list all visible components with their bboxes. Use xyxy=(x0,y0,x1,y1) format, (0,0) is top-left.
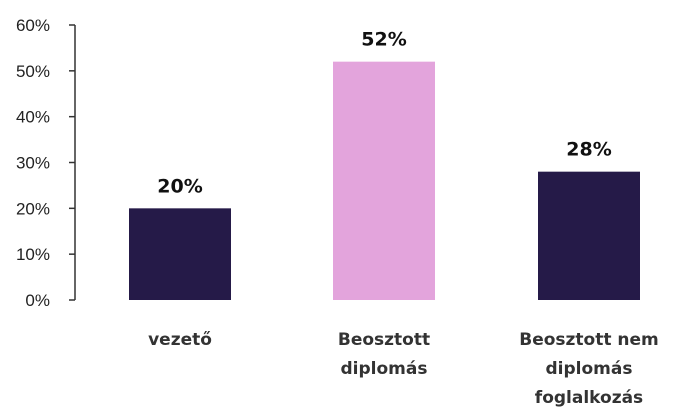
y-axis: 0% 10% 20% 30% 40% 50% 60% xyxy=(16,16,76,310)
y-tick-label: 0% xyxy=(25,291,50,310)
y-tick-label: 30% xyxy=(16,154,50,173)
data-label: 20% xyxy=(157,175,202,197)
y-tick-label: 60% xyxy=(16,16,50,35)
x-tick-label: foglalkozás xyxy=(535,388,643,408)
x-tick-label: Beosztott nem xyxy=(519,330,659,350)
bar xyxy=(333,61,435,300)
y-tick-label: 50% xyxy=(16,62,50,81)
bars xyxy=(129,61,640,300)
bar xyxy=(538,171,640,300)
x-tick-label: diplomás xyxy=(546,359,633,379)
x-tick-label: Beosztott xyxy=(338,330,430,350)
data-label: 28% xyxy=(566,139,611,161)
category-labels: vezető Beosztott diplomás Beosztott nem dipl… xyxy=(148,330,659,408)
y-tick-label: 20% xyxy=(16,199,50,218)
x-tick-label: diplomás xyxy=(341,359,428,379)
value-labels: 20% 52% 28% xyxy=(157,29,611,198)
y-tick-label: 10% xyxy=(16,245,50,264)
x-tick-label: vezető xyxy=(148,330,212,350)
y-tick-label: 40% xyxy=(16,108,50,127)
bar xyxy=(129,208,231,300)
data-label: 52% xyxy=(361,29,406,51)
